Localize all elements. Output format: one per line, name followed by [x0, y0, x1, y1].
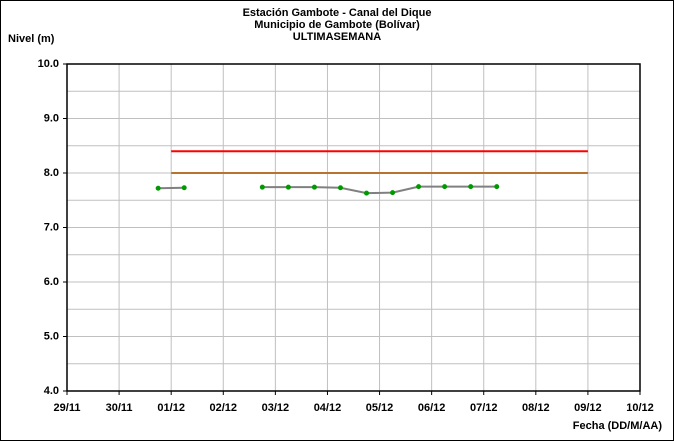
- data-point: [311, 184, 317, 190]
- chart-subtitle: ULTIMASEMANA: [293, 31, 381, 43]
- data-point: [181, 185, 187, 191]
- x-axis-label: Fecha (DD/M/AA): [573, 420, 663, 432]
- data-point: [494, 184, 500, 190]
- y-tick-label: 10.0: [38, 58, 59, 70]
- y-tick-label: 5.0: [44, 330, 59, 342]
- x-tick-label: 06/12: [418, 402, 446, 414]
- y-tick-label: 4.0: [44, 385, 59, 397]
- x-tick-label: 03/12: [262, 402, 290, 414]
- plot-border: [66, 63, 641, 392]
- x-tick-label: 04/12: [314, 402, 342, 414]
- series-line: [158, 186, 185, 190]
- x-tick-label: 29/11: [54, 402, 81, 414]
- y-tick-label: 8.0: [44, 167, 59, 179]
- x-tick-label: 02/12: [210, 402, 238, 414]
- data-point: [364, 190, 370, 196]
- chart-title: Estación Gambote - Canal del Dique: [243, 7, 432, 19]
- data-point: [416, 184, 422, 190]
- x-tick-label: 05/12: [366, 402, 394, 414]
- x-tick-label: 10/12: [626, 402, 654, 414]
- data-point: [390, 190, 396, 196]
- x-tick-label: 30/11: [106, 402, 133, 414]
- y-axis-label: Nivel (m): [8, 33, 55, 45]
- x-tick-label: 08/12: [522, 402, 550, 414]
- chart-subtitle: Municipio de Gambote (Bolívar): [254, 19, 420, 31]
- x-tick-label: 01/12: [157, 402, 185, 414]
- y-tick-label: 7.0: [44, 221, 59, 233]
- data-point: [155, 185, 161, 191]
- data-point: [442, 184, 448, 190]
- data-point: [468, 184, 474, 190]
- x-tick-label: 09/12: [574, 402, 602, 414]
- data-point: [337, 185, 343, 191]
- series-line: [262, 185, 497, 195]
- y-tick-label: 6.0: [44, 276, 59, 288]
- data-point: [285, 184, 291, 190]
- data-point: [259, 184, 265, 190]
- x-tick-label: 07/12: [470, 402, 498, 414]
- y-tick-label: 9.0: [44, 112, 59, 124]
